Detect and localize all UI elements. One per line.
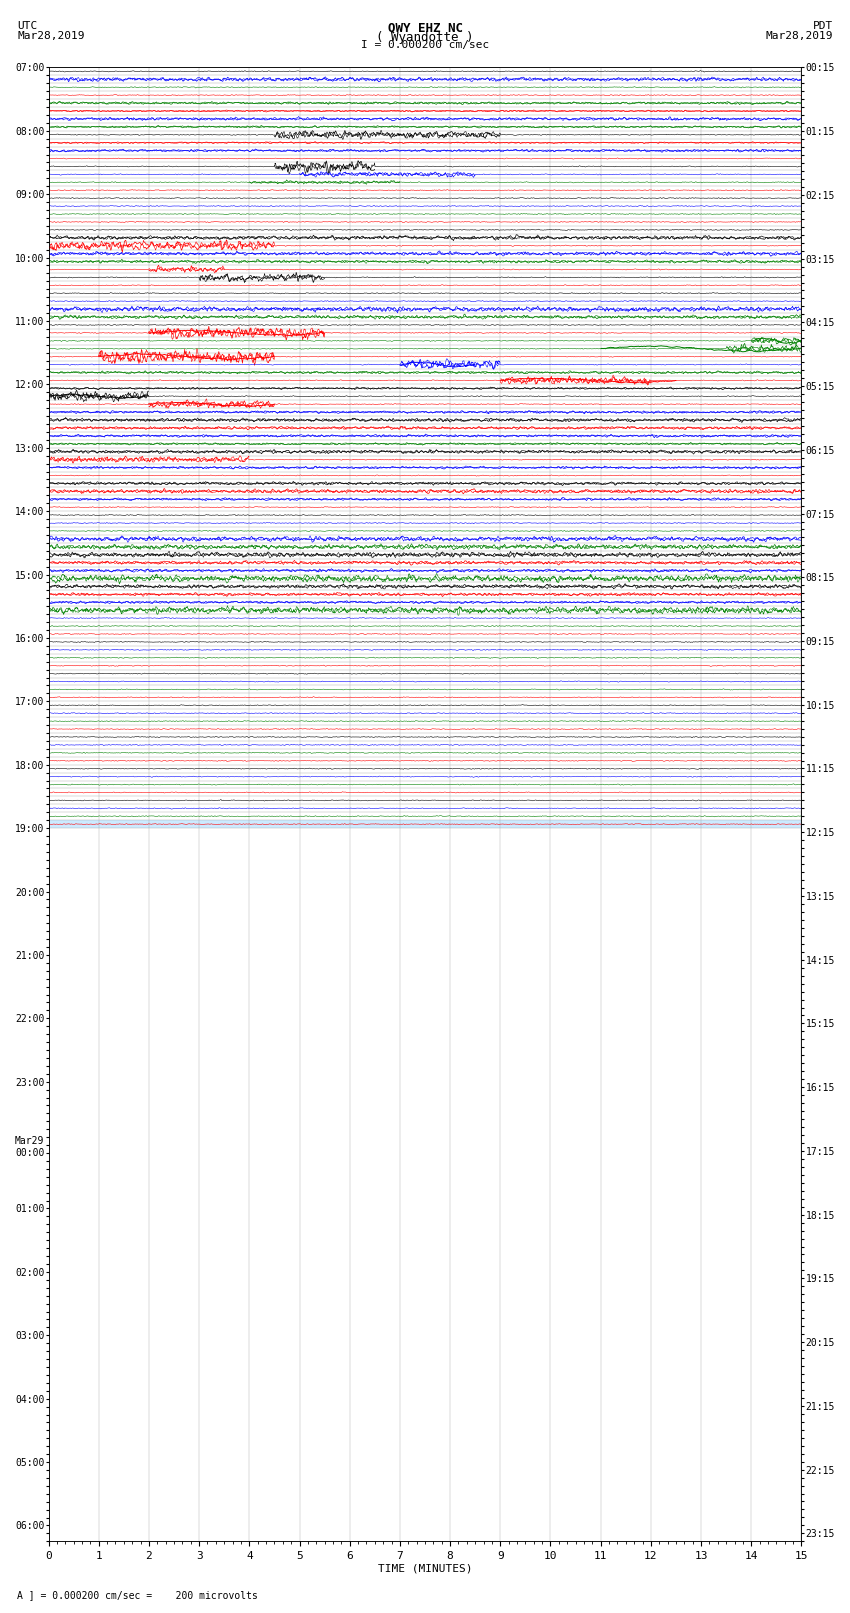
- Text: A ] = 0.000200 cm/sec =    200 microvolts: A ] = 0.000200 cm/sec = 200 microvolts: [17, 1590, 258, 1600]
- Text: Mar28,2019: Mar28,2019: [17, 31, 84, 40]
- Bar: [48, 819, 802, 827]
- X-axis label: TIME (MINUTES): TIME (MINUTES): [377, 1565, 473, 1574]
- Text: UTC: UTC: [17, 21, 37, 31]
- Text: I = 0.000200 cm/sec: I = 0.000200 cm/sec: [361, 40, 489, 50]
- Text: PDT: PDT: [813, 21, 833, 31]
- Text: ( Wyandotte ): ( Wyandotte ): [377, 31, 473, 44]
- Text: QWY EHZ NC: QWY EHZ NC: [388, 21, 462, 34]
- Text: Mar28,2019: Mar28,2019: [766, 31, 833, 40]
